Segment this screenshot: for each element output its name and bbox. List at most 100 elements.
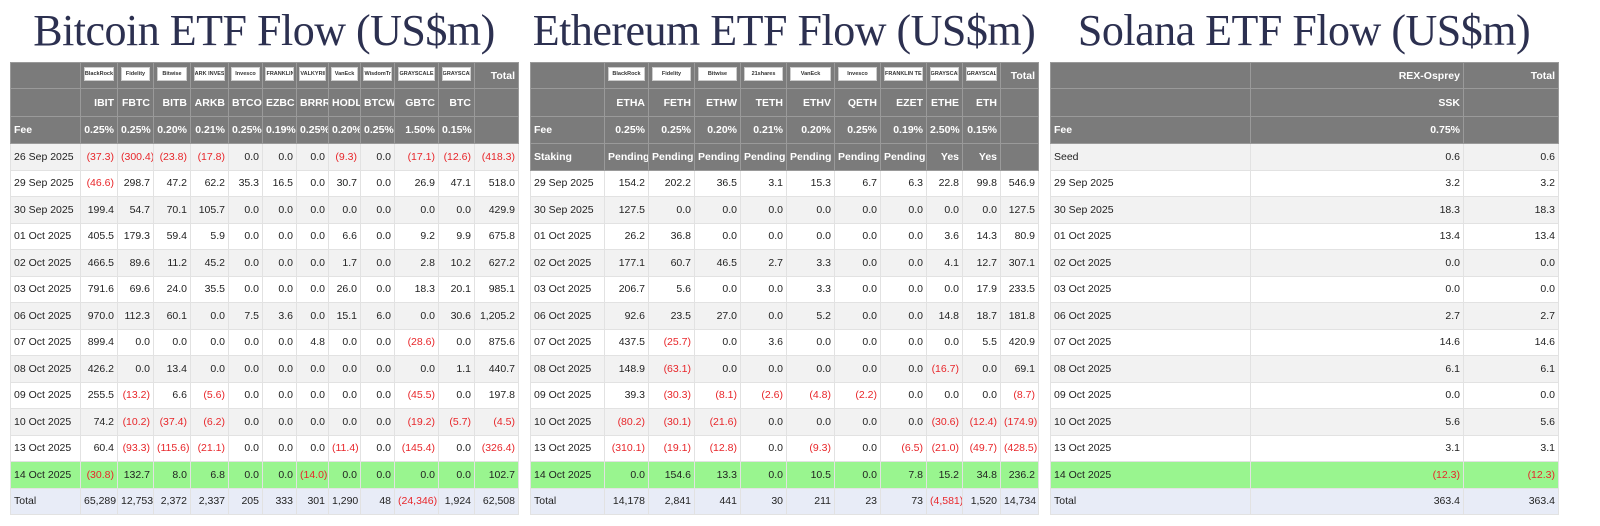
flow-cell: 0.0	[360, 196, 395, 224]
header-cell: Invesco	[834, 62, 881, 89]
flow-cell: 127.5	[1000, 196, 1039, 224]
flow-cell: (19.2)	[394, 408, 439, 436]
flow-cell: 0.0	[740, 434, 787, 462]
flow-cell: 0.0	[834, 434, 881, 462]
flow-cell: 0.0	[190, 302, 229, 330]
flow-cell: 36.5	[694, 169, 741, 197]
header-cell: GRAYSCALE	[438, 62, 475, 89]
flow-cell: 0.0	[360, 381, 395, 409]
flow-cell: (8.1)	[694, 381, 741, 409]
header-cell: Fee	[10, 116, 81, 144]
row-label: Total	[1050, 487, 1251, 515]
row-label: 10 Oct 2025	[10, 408, 81, 436]
flow-cell: 0.0	[1463, 249, 1559, 277]
header-cell: VanEck	[786, 62, 835, 89]
header-row: Fee 0.25% 0.25% 0.20% 0.21% 0.20% 0.25% 0.19% 2.…	[530, 116, 1039, 144]
row-label: 29 Sep 2025	[1050, 169, 1251, 197]
header-cell	[530, 88, 605, 117]
row-label: Seed	[1050, 143, 1251, 171]
header-cell: REX-Osprey	[1250, 62, 1464, 89]
flow-cell: 60.1	[153, 302, 191, 330]
flow-cell: 0.0	[740, 302, 787, 330]
flow-cell: 0.0	[834, 355, 881, 383]
flow-cell: 0.0	[228, 355, 263, 383]
flow-cell: 0.0	[394, 302, 439, 330]
flow-cell: 10.5	[786, 461, 835, 489]
flow-cell: (174.9)	[1000, 408, 1039, 436]
header-cell: Fee	[1050, 116, 1251, 144]
row-label: 03 Oct 2025	[1050, 275, 1251, 303]
flow-cell: 0.0	[360, 169, 395, 197]
header-cell: SSK	[1250, 88, 1464, 117]
header-cell: ETH	[962, 88, 1001, 117]
provider-logo: FRANKLIN TEMPLETON	[265, 67, 294, 81]
flow-cell: 0.0	[926, 381, 963, 409]
flow-cell: 0.0	[394, 461, 439, 489]
provider-logo: GRAYSCALE	[397, 67, 436, 81]
flow-cell: (17.8)	[190, 143, 229, 171]
flow-cell: 9.9	[438, 222, 475, 250]
data-row: 26 Sep 2025 (37.3) (300.4) (23.8) (17.8) 0.0 0…	[10, 143, 519, 171]
flow-cell: 11.2	[153, 249, 191, 277]
header-cell: WisdomTree	[360, 62, 395, 89]
flow-cell: (49.7)	[962, 434, 1001, 462]
header-row: Fee 0.75%	[1050, 116, 1559, 144]
flow-cell: 437.5	[604, 328, 649, 356]
flow-cell: 518.0	[474, 169, 519, 197]
row-label: 29 Sep 2025	[10, 169, 81, 197]
flow-cell: 9.2	[394, 222, 439, 250]
flow-cell: (13.2)	[117, 381, 154, 409]
data-row: 14 Oct 2025 0.0 154.6 13.3 0.0 10.5 0.0 7.8 15.2…	[530, 461, 1039, 489]
flow-cell: 13.4	[1463, 222, 1559, 250]
data-row: 01 Oct 2025 26.2 36.8 0.0 0.0 0.0 0.0 0.0 3.6 14.…	[530, 222, 1039, 250]
flow-cell: 236.2	[1000, 461, 1039, 489]
flow-cell: 0.0	[262, 222, 297, 250]
row-label: 01 Oct 2025	[530, 222, 605, 250]
flow-cell: 23	[834, 487, 881, 515]
flow-cell: (30.6)	[926, 408, 963, 436]
flow-cell: 0.0	[740, 196, 787, 224]
flow-cell: 255.5	[80, 381, 118, 409]
data-row: 01 Oct 2025 405.5 179.3 59.4 5.9 0.0 0.0 0.0 6.6…	[10, 222, 519, 250]
data-row: 03 Oct 2025 206.7 5.6 0.0 0.0 3.3 0.0 0.0 0.0 17.…	[530, 275, 1039, 303]
flow-cell: (21.6)	[694, 408, 741, 436]
flow-cell: 0.0	[228, 143, 263, 171]
flow-cell: 3.3	[786, 275, 835, 303]
flow-cell: 0.0	[328, 461, 361, 489]
header-cell: FRANKLIN TEMPLETON	[262, 62, 297, 89]
flow-cell: 1.1	[438, 355, 475, 383]
flow-cell: 0.0	[360, 408, 395, 436]
flow-cell: 89.6	[117, 249, 154, 277]
row-label: 06 Oct 2025	[1050, 302, 1251, 330]
flow-cell: 65,289	[80, 487, 118, 515]
flow-cell: 12,753	[117, 487, 154, 515]
flow-cell: 791.6	[80, 275, 118, 303]
data-row: 10 Oct 2025 5.6 5.6	[1050, 408, 1559, 436]
flow-cell: 0.0	[228, 328, 263, 356]
flow-cell: 5.9	[190, 222, 229, 250]
flow-cell: 420.9	[1000, 328, 1039, 356]
data-row: 06 Oct 2025 970.0 112.3 60.1 0.0 7.5 3.6 0.0 15.…	[10, 302, 519, 330]
provider-logo: Invesco	[838, 67, 877, 81]
flow-cell: 675.8	[474, 222, 519, 250]
flow-cell: (93.3)	[117, 434, 154, 462]
row-label: 02 Oct 2025	[1050, 249, 1251, 277]
flow-cell: 69.1	[1000, 355, 1039, 383]
header-cell: 0.25%	[648, 116, 695, 144]
header-cell: 0.25%	[80, 116, 118, 144]
row-label: 09 Oct 2025	[1050, 381, 1251, 409]
flow-cell: 35.5	[190, 275, 229, 303]
header-cell: Yes	[926, 143, 963, 171]
flow-cell: 0.0	[296, 408, 329, 436]
flow-cell: (28.6)	[394, 328, 439, 356]
flow-cell: 2,337	[190, 487, 229, 515]
header-cell: 2.50%	[926, 116, 963, 144]
header-cell: BlackRock	[80, 62, 118, 89]
flow-cell: (11.4)	[328, 434, 361, 462]
flow-cell: 441	[694, 487, 741, 515]
flow-cell: 0.0	[1463, 381, 1559, 409]
flow-cell: 0.0	[394, 196, 439, 224]
table-body: BlackRock Fidelity Bitwise ARK INVEST Invesc…	[10, 62, 519, 515]
provider-logo: Bitwise	[698, 67, 737, 81]
flow-cell: 2,841	[648, 487, 695, 515]
